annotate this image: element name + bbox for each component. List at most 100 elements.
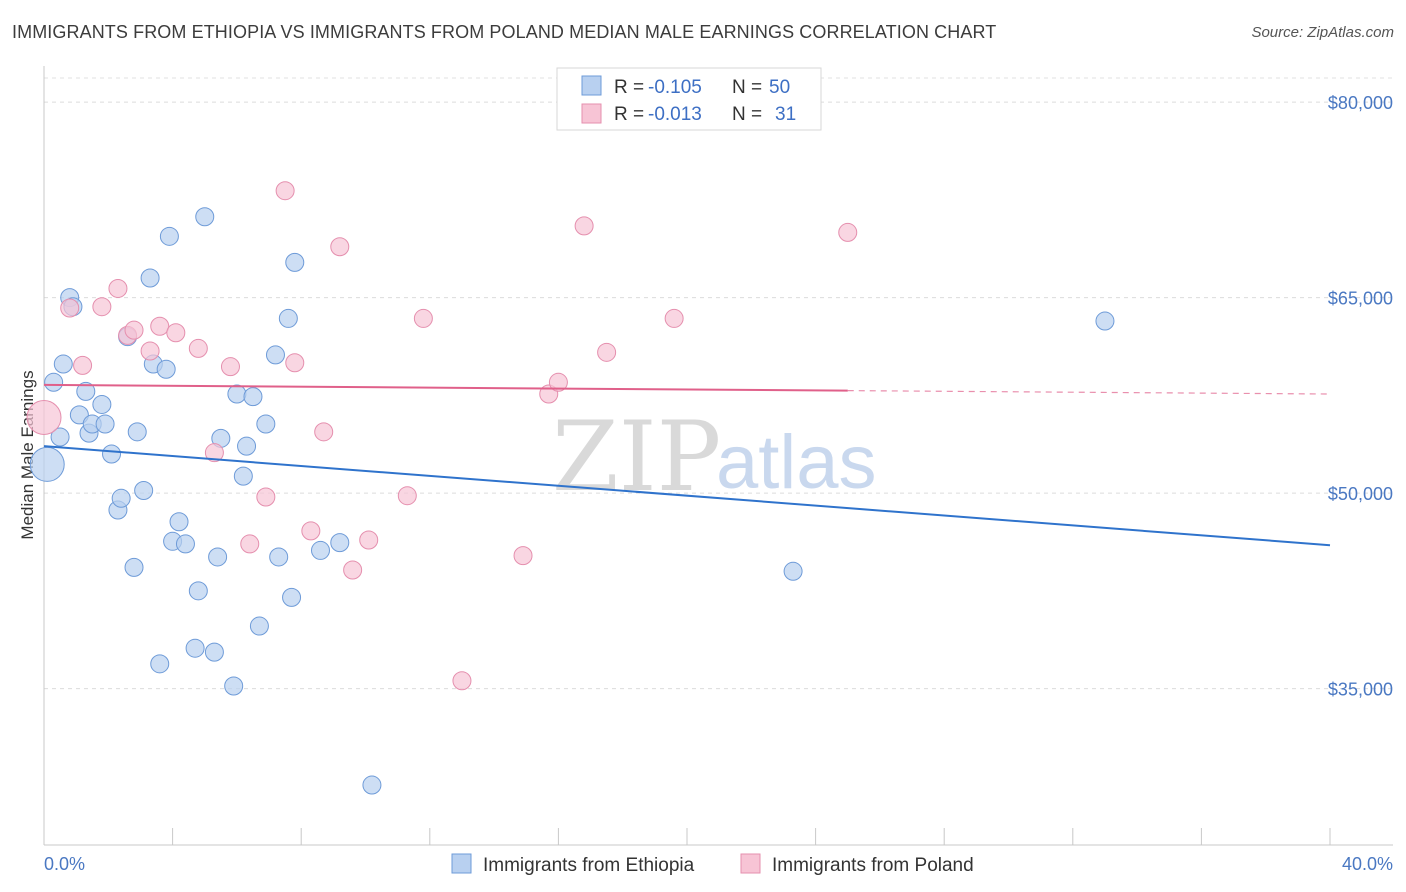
ethiopia-data-point — [169, 512, 189, 532]
poland-data-point — [150, 316, 170, 336]
bottom-legend-swatch-poland — [740, 853, 761, 874]
poland-data-point — [73, 355, 93, 375]
source-credit: Source: ZipAtlas.com — [1251, 24, 1394, 41]
chart-title: IMMIGRANTS FROM ETHIOPIA VS IMMIGRANTS F… — [12, 22, 997, 42]
poland-data-point — [838, 222, 858, 242]
poland-data-point — [92, 297, 112, 317]
ethiopia-data-point — [783, 561, 803, 581]
poland-data-point — [275, 181, 295, 201]
data-points — [26, 181, 1115, 795]
x-tick-label-max: 40.0% — [1342, 854, 1393, 874]
ethiopia-data-point — [362, 775, 382, 795]
ethiopia-data-point — [156, 359, 176, 379]
ethiopia-data-point — [224, 676, 244, 696]
poland-data-point — [240, 534, 260, 554]
legend-top: R = -0.105 N = 50 R = -0.013 N = 31 — [556, 67, 822, 131]
poland-data-point — [330, 237, 350, 257]
legend-n-label-ethiopia: N = — [732, 77, 767, 98]
y-tick-label: $80,000 — [1328, 93, 1393, 113]
ethiopia-data-point — [29, 446, 65, 482]
ethiopia-data-point — [310, 540, 330, 560]
ethiopia-data-point — [243, 387, 263, 407]
poland-data-point — [664, 308, 684, 328]
ethiopia-data-point — [124, 557, 144, 577]
ethiopia-data-point — [269, 547, 289, 567]
legend-n-value-ethiopia: 50 — [769, 77, 790, 98]
poland-data-point — [108, 278, 128, 298]
bottom-legend-swatch-ethiopia — [451, 853, 472, 874]
poland-trend-line — [43, 383, 848, 392]
poland-data-point — [26, 399, 62, 435]
watermark-atlas: atlas — [716, 420, 877, 505]
poland-data-point — [397, 486, 417, 506]
poland-data-point — [314, 422, 334, 442]
poland-data-point — [548, 372, 568, 392]
ethiopia-data-point — [265, 345, 285, 365]
ethiopia-data-point — [92, 394, 112, 414]
ethiopia-data-point — [285, 252, 305, 272]
ethiopia-data-point — [233, 466, 253, 486]
legend-swatch-ethiopia — [581, 75, 602, 96]
y-tick-label: $50,000 — [1328, 484, 1393, 504]
ethiopia-data-point — [53, 354, 73, 374]
trend-lines — [43, 383, 1331, 547]
poland-data-point — [204, 443, 224, 463]
ethiopia-data-point — [134, 480, 154, 500]
poland-data-point — [452, 671, 472, 691]
ethiopia-data-point — [204, 642, 224, 662]
ethiopia-data-point — [175, 534, 195, 554]
ethiopia-data-point — [150, 654, 170, 674]
ethiopia-data-point — [249, 616, 269, 636]
ethiopia-data-point — [69, 405, 89, 425]
ethiopia-trend-line — [43, 445, 1331, 547]
ethiopia-data-point — [127, 422, 147, 442]
gridlines — [44, 77, 1393, 690]
ethiopia-data-point — [111, 488, 131, 508]
poland-data-point — [256, 487, 276, 507]
poland-data-point — [597, 342, 617, 362]
ethiopia-data-point — [44, 372, 64, 392]
poland-data-point — [343, 560, 363, 580]
poland-data-point — [188, 338, 208, 358]
poland-data-point — [166, 323, 186, 343]
legend-r-label-ethiopia: R = — [614, 77, 649, 98]
ethiopia-data-point — [76, 381, 96, 401]
ethiopia-data-point — [282, 587, 302, 607]
poland-data-point — [301, 521, 321, 541]
poland-data-point — [574, 216, 594, 236]
ethiopia-data-point — [185, 638, 205, 658]
watermark-zip: ZIP — [552, 401, 721, 513]
ethiopia-data-point — [278, 308, 298, 328]
ethiopia-data-point — [237, 436, 257, 456]
y-tick-labels: $80,000 $65,000 $50,000 $35,000 — [1328, 93, 1393, 700]
poland-data-point — [513, 546, 533, 566]
legend-r-label-poland: R = — [614, 104, 649, 125]
poland-data-point — [285, 353, 305, 373]
legend-r-value-ethiopia: -0.105 — [648, 77, 702, 98]
ethiopia-data-point — [95, 414, 115, 434]
bottom-legend-label-poland: Immigrants from Poland — [772, 855, 974, 876]
ethiopia-data-point — [208, 547, 228, 567]
y-tick-label: $65,000 — [1328, 289, 1393, 309]
bottom-legend-label-ethiopia: Immigrants from Ethiopia — [483, 855, 695, 876]
ethiopia-data-point — [227, 384, 247, 404]
ethiopia-data-point — [188, 581, 208, 601]
legend-n-value-poland: 31 — [775, 104, 796, 125]
poland-data-point — [359, 530, 379, 550]
ethiopia-data-point — [50, 427, 70, 447]
poland-data-point — [140, 341, 160, 361]
legend-bottom: Immigrants from Ethiopia Immigrants from… — [451, 853, 974, 876]
ethiopia-data-point — [256, 414, 276, 434]
poland-data-point — [60, 298, 80, 318]
y-tick-label: $35,000 — [1328, 680, 1393, 700]
legend-swatch-poland — [581, 103, 602, 124]
ethiopia-data-point — [330, 533, 350, 553]
poland-data-point — [413, 308, 433, 328]
ethiopia-data-point — [102, 444, 122, 464]
poland-data-point — [124, 320, 144, 340]
ethiopia-data-point — [159, 226, 179, 246]
legend-r-value-poland: -0.013 — [648, 104, 702, 125]
x-tick-label-min: 0.0% — [44, 854, 85, 874]
poland-data-point — [220, 357, 240, 377]
